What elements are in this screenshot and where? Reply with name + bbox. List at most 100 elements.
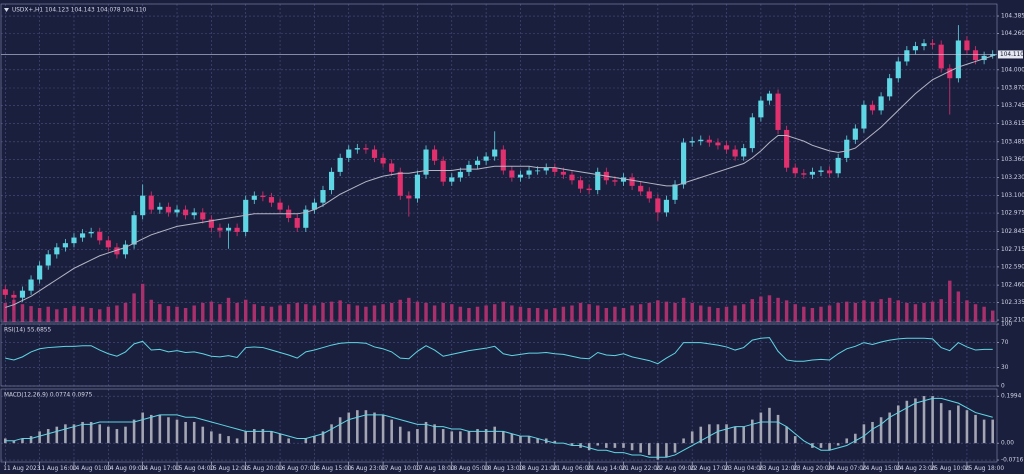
candle-body: [122, 244, 129, 255]
volume-bar: [192, 305, 196, 322]
candle-body: [586, 188, 592, 191]
x-tick-label: 17 Aug 10:00: [381, 466, 420, 472]
volume-bar: [37, 308, 42, 322]
volume-bar: [845, 301, 849, 322]
candle-body: [784, 129, 790, 168]
macd-bar: [407, 431, 411, 444]
volume-bar: [415, 301, 420, 322]
volume-bar: [939, 299, 943, 322]
macd-bar: [699, 426, 703, 444]
candle-body: [835, 157, 841, 174]
volume-bar: [673, 302, 677, 322]
candle-body: [346, 149, 352, 158]
volume-bar: [896, 300, 900, 322]
macd-bar: [965, 410, 969, 444]
macd-bar: [622, 443, 625, 448]
candle-body: [2, 289, 8, 295]
y-tick-label: 102.975: [1001, 211, 1024, 217]
candle-body: [234, 227, 240, 232]
candle-body: [363, 148, 369, 150]
x-tick-label: 23 Aug 12:00: [759, 466, 798, 472]
symbol-menu-icon: [4, 8, 9, 12]
x-tick-label: 18 Aug 13:00: [484, 466, 523, 472]
x-tick-label: 23 Aug 04:00: [725, 466, 764, 472]
volume-bar: [681, 297, 686, 322]
x-tick-label: 21 Aug 22:00: [622, 466, 661, 472]
volume-bar: [862, 300, 866, 322]
macd-bar: [115, 429, 119, 444]
volume-bar: [733, 305, 737, 322]
macd-bar: [716, 424, 720, 444]
macd-bar: [321, 431, 325, 444]
candle-body: [930, 43, 936, 45]
x-tick-label: 16 Aug 23:00: [347, 466, 386, 472]
macd-bar: [21, 438, 24, 444]
volume-bar: [973, 304, 978, 322]
volume-bar: [166, 306, 171, 322]
y-tick-label: 104.260: [1001, 31, 1024, 37]
y-tick-label: 0.1994: [1001, 394, 1022, 400]
volume-bar: [364, 306, 368, 322]
candle-body: [543, 167, 549, 171]
candle-body: [423, 149, 429, 175]
candle-body: [766, 93, 773, 101]
macd-bar: [270, 431, 273, 444]
y-tick-label: -0.0716: [1001, 458, 1024, 464]
candle-body: [938, 44, 944, 69]
macd-bar: [527, 436, 531, 444]
volume-bar: [887, 297, 892, 322]
volume-bar: [638, 304, 643, 322]
macd-bar: [974, 414, 977, 444]
candle-body: [183, 209, 189, 216]
x-tick-label: 23 Aug 20:00: [793, 466, 832, 472]
volume-bar: [80, 306, 85, 322]
macd-bar: [381, 414, 385, 444]
volume-bar: [621, 308, 626, 322]
volume-bar: [492, 304, 497, 322]
moving-average: [5, 55, 993, 308]
candle-body: [844, 139, 850, 158]
macd-bar: [596, 443, 600, 446]
volume-bar: [802, 306, 806, 322]
macd-bar: [862, 424, 866, 444]
candle-body: [526, 170, 532, 175]
candle-body: [483, 156, 489, 161]
volume-bar: [123, 302, 128, 322]
candle-body: [466, 164, 472, 172]
current-price-label: 104.110: [1000, 52, 1024, 58]
candle-body: [440, 160, 446, 182]
volume-bar: [776, 297, 780, 322]
volume-bar: [965, 300, 969, 322]
candle-body: [723, 145, 730, 150]
macd-bar: [356, 410, 359, 444]
volume-bar: [930, 301, 935, 322]
candle-body: [371, 149, 378, 158]
candle-body: [595, 171, 601, 191]
volume-bar: [55, 309, 59, 322]
current-price-box: [998, 50, 1023, 59]
volume-bar: [183, 308, 188, 322]
macd-bar: [793, 436, 797, 444]
x-tick-label: 15 Aug 04:00: [175, 466, 214, 472]
candle-body: [243, 199, 249, 232]
x-tick-label: 16 Aug 15:00: [312, 466, 351, 472]
macd-bar: [338, 417, 342, 444]
macd-bar: [957, 405, 960, 444]
pane-title: RSI(14) 55.6855: [4, 328, 51, 334]
volume-bar: [295, 302, 299, 322]
volume-bar: [561, 306, 566, 322]
macd-bar: [905, 400, 909, 444]
candle-body: [698, 139, 704, 142]
macd-bar: [433, 424, 436, 444]
macd-bar: [459, 431, 462, 444]
macd-bar: [261, 429, 265, 444]
macd-bar: [416, 429, 419, 444]
candle-body: [11, 294, 17, 298]
candle-body: [414, 174, 421, 199]
candle-body: [131, 215, 137, 245]
candle-body: [474, 160, 481, 165]
macd-bar: [64, 424, 67, 444]
volume-bar: [278, 305, 282, 322]
candle-body: [792, 167, 798, 174]
